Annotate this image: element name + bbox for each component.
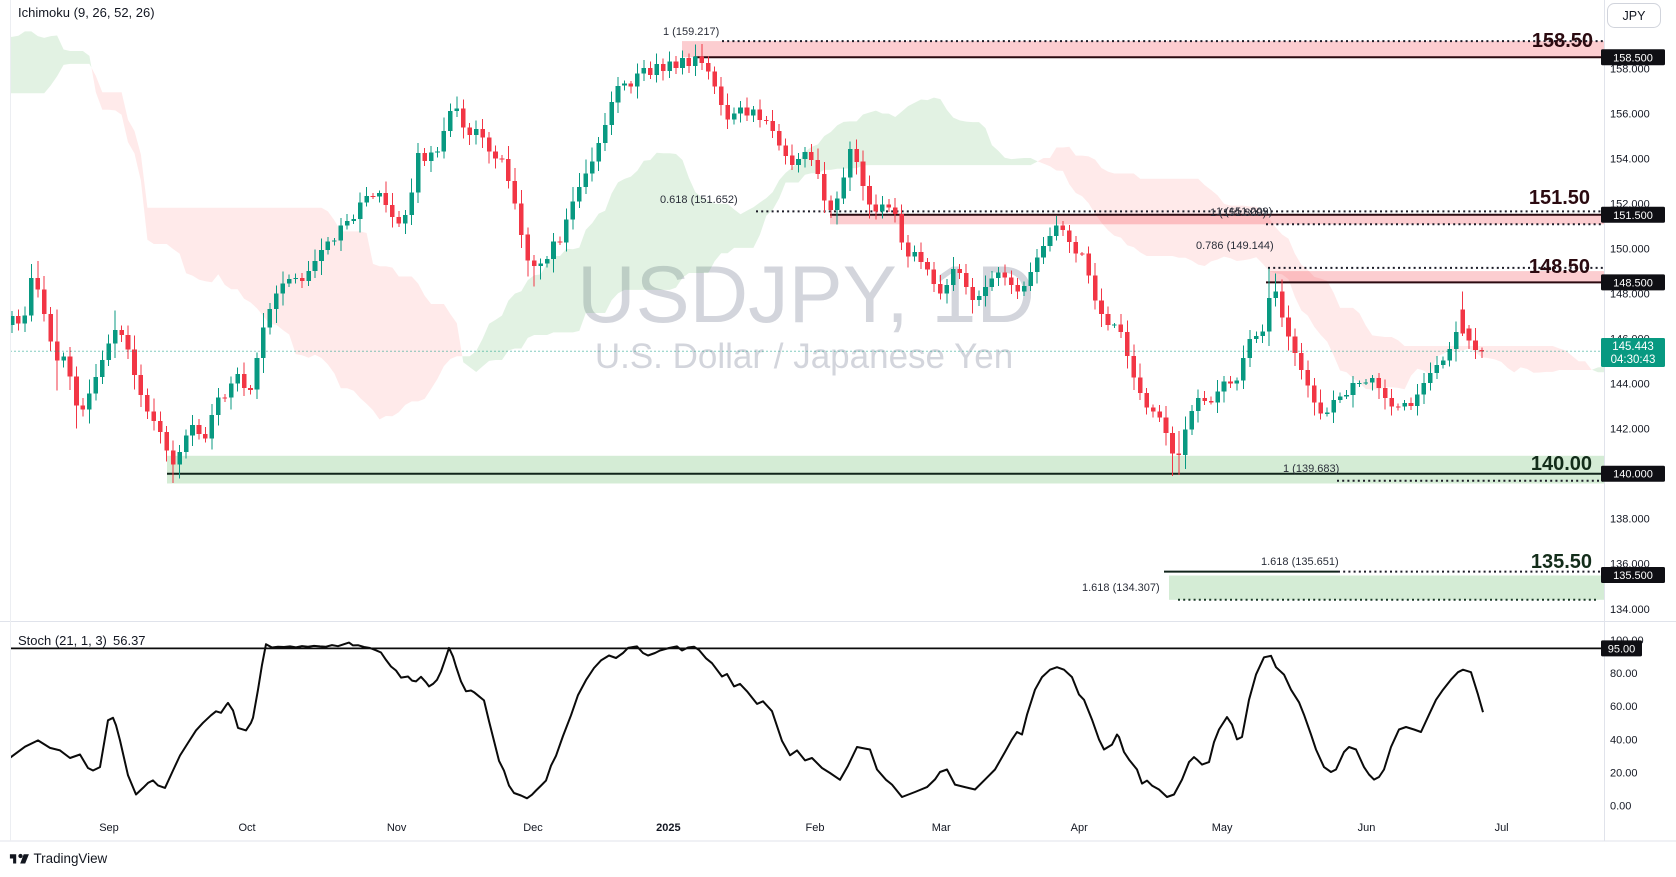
svg-text:U.S. Dollar / Japanese Yen: U.S. Dollar / Japanese Yen (595, 337, 1013, 376)
svg-text:Jun: Jun (1358, 822, 1376, 834)
svg-text:140.00: 140.00 (1531, 453, 1592, 475)
svg-text:Feb: Feb (806, 822, 825, 834)
svg-text:1 (151.309): 1 (151.309) (1210, 207, 1266, 219)
svg-text:Oct: Oct (238, 822, 255, 834)
svg-text:148.000: 148.000 (1610, 289, 1650, 301)
svg-text:1 (159.217): 1 (159.217) (663, 26, 719, 38)
svg-text:134.000: 134.000 (1610, 604, 1650, 616)
svg-text:158.50: 158.50 (1532, 30, 1593, 52)
svg-text:135.50: 135.50 (1531, 551, 1592, 573)
svg-text:1 (139.683): 1 (139.683) (1283, 463, 1339, 475)
svg-text:JPY: JPY (1623, 9, 1647, 23)
svg-text:Jul: Jul (1495, 822, 1509, 834)
svg-text:158.500: 158.500 (1613, 52, 1653, 64)
svg-text:Sep: Sep (99, 822, 119, 834)
svg-text:USDJPY, 1D: USDJPY, 1D (577, 250, 1035, 340)
svg-text:158.000: 158.000 (1610, 64, 1650, 76)
svg-text:156.000: 156.000 (1610, 109, 1650, 121)
svg-text:1.618 (135.651): 1.618 (135.651) (1261, 556, 1339, 568)
svg-text:56.37: 56.37 (113, 633, 146, 648)
svg-text:1.618 (134.307): 1.618 (134.307) (1082, 582, 1160, 594)
svg-text:Apr: Apr (1071, 822, 1088, 834)
svg-text:154.000: 154.000 (1610, 154, 1650, 166)
svg-text:148.500: 148.500 (1613, 277, 1653, 289)
svg-text:144.000: 144.000 (1610, 379, 1650, 391)
svg-text:0.786 (149.144): 0.786 (149.144) (1196, 240, 1274, 252)
svg-text:151.50: 151.50 (1529, 187, 1590, 209)
svg-text:151.500: 151.500 (1613, 210, 1653, 222)
svg-text:0.618 (151.652): 0.618 (151.652) (660, 194, 738, 206)
svg-text:Dec: Dec (523, 822, 543, 834)
svg-text:20.00: 20.00 (1610, 767, 1638, 779)
svg-text:Stoch (21, 1, 3): Stoch (21, 1, 3) (18, 633, 107, 648)
svg-text:40.00: 40.00 (1610, 734, 1638, 746)
svg-text:0.00: 0.00 (1610, 800, 1631, 812)
svg-text:Ichimoku (9, 26, 52, 26): Ichimoku (9, 26, 52, 26) (18, 5, 155, 20)
svg-text:Nov: Nov (387, 822, 407, 834)
svg-text:TradingView: TradingView (34, 851, 108, 866)
svg-text:138.000: 138.000 (1610, 514, 1650, 526)
svg-text:80.00: 80.00 (1610, 668, 1638, 680)
svg-text:150.000: 150.000 (1610, 244, 1650, 256)
svg-text:60.00: 60.00 (1610, 701, 1638, 713)
svg-text:95.00: 95.00 (1608, 643, 1636, 655)
svg-text:Mar: Mar (932, 822, 951, 834)
svg-text:2025: 2025 (656, 822, 680, 834)
svg-text:135.500: 135.500 (1613, 570, 1653, 582)
svg-text:148.50: 148.50 (1529, 256, 1590, 278)
svg-text:1 (151.209): 1 (151.209) (1216, 206, 1272, 218)
svg-text:04:30:43: 04:30:43 (1611, 354, 1656, 366)
svg-text:140.000: 140.000 (1613, 469, 1653, 481)
svg-text:142.000: 142.000 (1610, 424, 1650, 436)
svg-text:145.443: 145.443 (1612, 341, 1654, 353)
svg-text:May: May (1212, 822, 1233, 834)
